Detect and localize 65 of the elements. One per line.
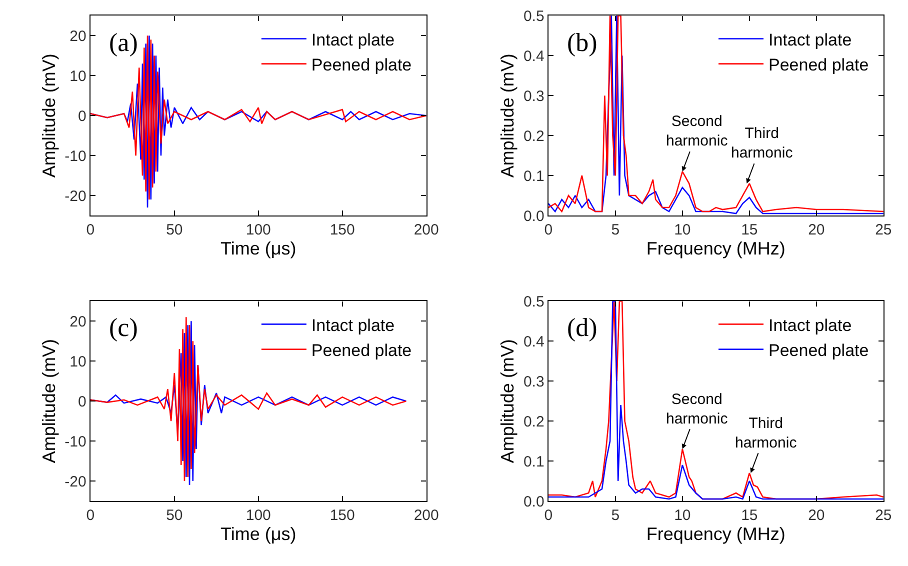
y-tick-label: 20 (70, 28, 86, 45)
legend-label: Peened plate (768, 55, 869, 74)
y-tick-label: -10 (64, 148, 86, 165)
x-tick-label: 20 (808, 507, 825, 524)
annotation: (b) (567, 28, 598, 57)
legend-label: Peened plate (311, 55, 412, 74)
x-tick-label: 5 (611, 222, 620, 239)
x-tick-label: 25 (875, 507, 892, 524)
legend-label: Peened plate (768, 340, 869, 360)
legend-label: Intact plate (768, 316, 852, 335)
legend-label: Intact plate (311, 316, 395, 335)
legend-label: Peened plate (311, 340, 412, 360)
x-tick-label: 10 (674, 507, 691, 524)
line-series (548, 301, 884, 500)
y-axis-title: Amplitude (mV) (38, 339, 59, 464)
annotation: Second harmonic (666, 113, 728, 150)
x-tick-label: 50 (166, 222, 183, 239)
legend-label: Intact plate (311, 30, 395, 50)
y-tick-label: -20 (64, 188, 86, 205)
y-tick-label: 0.1 (523, 453, 544, 470)
x-tick-label: 10 (674, 222, 691, 239)
x-tick-label: 100 (246, 507, 271, 524)
x-axis-title: Time (μs) (220, 238, 296, 259)
y-tick-label: 0.3 (523, 88, 544, 105)
x-axis-title: Frequency (MHz) (646, 238, 786, 259)
y-tick-label: 0.5 (523, 8, 544, 25)
y-tick-label: 10 (70, 68, 86, 85)
x-tick-label: 150 (330, 222, 355, 239)
y-tick-label: 10 (70, 353, 86, 370)
x-tick-label: 50 (166, 507, 183, 524)
y-axis-title: Amplitude (mV) (38, 54, 59, 178)
y-tick-label: 0.4 (523, 333, 544, 350)
x-axis-title: Time (μs) (220, 524, 296, 544)
x-axis-title: Frequency (MHz) (646, 524, 786, 544)
annotation: (d) (567, 313, 598, 342)
y-tick-label: 20 (70, 313, 86, 330)
y-tick-label: 0.2 (523, 128, 544, 145)
y-tick-label: 0.0 (523, 493, 544, 510)
y-tick-label: 0.2 (523, 413, 544, 430)
legend-label: Intact plate (768, 30, 852, 50)
annotation: (a) (109, 28, 138, 57)
y-tick-label: -10 (64, 433, 86, 450)
x-tick-label: 5 (611, 507, 620, 524)
x-tick-label: 25 (875, 222, 892, 239)
x-tick-label: 200 (414, 222, 439, 239)
x-tick-label: 150 (330, 507, 355, 524)
y-tick-label: 0.3 (523, 373, 544, 390)
y-tick-label: 0 (78, 108, 86, 125)
x-tick-label: 200 (414, 507, 439, 524)
y-tick-label: 0.5 (523, 293, 544, 310)
y-tick-label: -20 (64, 473, 86, 490)
x-tick-label: 15 (741, 507, 758, 524)
annotation: Third harmonic (735, 415, 798, 452)
y-tick-label: 0.0 (523, 208, 544, 225)
y-axis-title: Amplitude (mV) (498, 54, 518, 178)
x-tick-label: 100 (246, 222, 271, 239)
y-tick-label: 0.1 (523, 168, 544, 185)
y-axis-title: Amplitude (mV) (498, 339, 518, 464)
annotation: Second harmonic (666, 391, 728, 428)
annotation: Third harmonic (731, 125, 794, 162)
y-tick-label: 0.4 (523, 48, 544, 65)
y-tick-label: 0 (78, 393, 86, 410)
x-tick-label: 20 (808, 222, 825, 239)
annotation: (c) (109, 313, 138, 342)
x-tick-label: 15 (741, 222, 758, 239)
